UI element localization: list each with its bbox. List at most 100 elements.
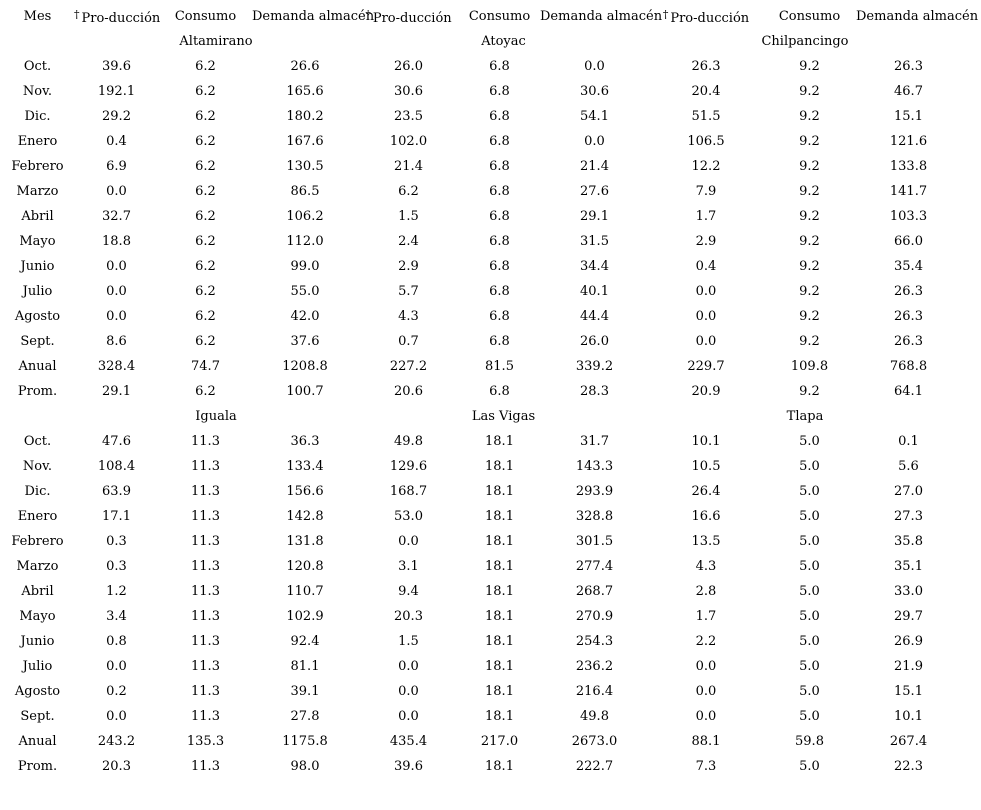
month-label: Nov. (22, 84, 53, 99)
value-cell: 35.1 (894, 559, 923, 574)
table-row: Marzo 0.3 11.3 120.8 3.1 18.1 277.4 4.3 5.0 35.1 (1, 554, 961, 579)
col-header-demanda-0: Demanda almacén (252, 9, 375, 24)
value-cell: 30.6 (394, 84, 423, 99)
value-cell: 6.8 (489, 284, 510, 299)
table-row: Anual 243.2 135.3 1175.8 435.4 217.0 2673.0 88.… (1, 729, 961, 754)
value-cell: 35.4 (894, 259, 923, 274)
month-label: Julio (22, 659, 53, 674)
value-cell: 768.8 (889, 359, 928, 374)
month-label: Sept. (20, 709, 55, 724)
value-cell: 9.4 (398, 584, 419, 599)
value-cell: 5.0 (799, 709, 820, 724)
value-cell: 6.2 (195, 159, 216, 174)
value-cell: 11.3 (191, 459, 220, 474)
value-cell: 74.7 (191, 359, 220, 374)
table-row: Abril 1.2 11.3 110.7 9.4 18.1 268.7 2.8 5.0 33.0 (1, 579, 961, 604)
value-cell: 6.2 (195, 209, 216, 224)
value-cell: 10.5 (691, 459, 721, 474)
value-cell: 0.0 (106, 309, 127, 324)
value-cell: 0.0 (398, 684, 419, 699)
production-table: Mes † Pro-ducción Consumo Demanda almacén † Pr… (1, 4, 978, 779)
value-cell: 5.0 (799, 759, 820, 774)
col-header-produccion-label: Pro-ducción (372, 10, 452, 26)
month-label: Junio (20, 634, 55, 649)
value-cell: 86.5 (290, 184, 320, 199)
value-cell: 229.7 (687, 359, 725, 374)
value-cell: 0.0 (106, 659, 127, 674)
value-cell: 49.8 (394, 434, 423, 449)
value-cell: 92.4 (290, 634, 320, 649)
value-cell: 135.3 (186, 734, 225, 749)
table-row: Mayo 18.8 6.2 112.0 2.4 6.8 31.5 2.9 9.2 66.0 (1, 229, 961, 254)
col-header-consumo-0: Consumo (174, 9, 237, 24)
value-cell: 21.4 (394, 159, 423, 174)
table-row: Enero 17.1 11.3 142.8 53.0 18.1 328.8 16.6 5.0 27… (1, 504, 961, 529)
value-cell: 11.3 (191, 634, 220, 649)
table-row: Nov. 108.4 11.3 133.4 129.6 18.1 143.3 10.5 5.0 5… (1, 454, 961, 479)
value-cell: 9.2 (799, 334, 820, 349)
value-cell: 66.0 (894, 234, 923, 249)
city-name: Las Vigas (471, 409, 536, 424)
value-cell: 6.2 (195, 284, 216, 299)
value-cell: 0.3 (106, 534, 127, 549)
value-cell: 5.0 (799, 459, 820, 474)
value-cell: 0.0 (695, 659, 717, 674)
value-cell: 16.6 (691, 509, 721, 524)
value-cell: 6.8 (489, 334, 510, 349)
table-row: Dic. 63.9 11.3 156.6 168.7 18.1 293.9 26.4 5.0 27… (1, 479, 961, 504)
table-row: Sept. 0.0 11.3 27.8 0.0 18.1 49.8 0.0 5.0 10.1 (1, 704, 961, 729)
value-cell: 0.0 (106, 709, 127, 724)
value-cell: 112.0 (286, 234, 324, 249)
value-cell: 2.2 (695, 634, 717, 649)
value-cell: 106.2 (286, 209, 324, 224)
value-cell: 6.8 (489, 134, 510, 149)
value-cell: 5.0 (799, 434, 820, 449)
value-cell: 108.4 (97, 459, 136, 474)
value-cell: 0.0 (106, 284, 127, 299)
value-cell: 39.6 (102, 59, 131, 74)
value-cell: 142.8 (286, 509, 324, 524)
value-cell: 9.2 (799, 134, 820, 149)
value-cell: 435.4 (389, 734, 428, 749)
table-row: Julio 0.0 6.2 55.0 5.7 6.8 40.1 0.0 9.2 26.3 (1, 279, 961, 304)
value-cell: 11.3 (191, 509, 220, 524)
value-cell: 27.6 (580, 184, 609, 199)
value-cell: 216.4 (575, 684, 614, 699)
value-cell: 102.0 (389, 134, 428, 149)
value-cell: 26.9 (894, 634, 923, 649)
value-cell: 1.2 (106, 584, 127, 599)
value-cell: 26.3 (894, 284, 923, 299)
value-cell: 47.6 (102, 434, 131, 449)
value-cell: 18.1 (485, 459, 514, 474)
value-cell: 7.9 (695, 184, 717, 199)
table-row: Prom. 20.3 11.3 98.0 39.6 18.1 222.7 7.3 5.0 22.3 (1, 754, 961, 779)
value-cell: 27.8 (290, 709, 320, 724)
col-header-produccion-label: Pro-ducción (81, 10, 161, 26)
value-cell: 156.6 (286, 484, 324, 499)
value-cell: 53.0 (394, 509, 423, 524)
table-row: Febrero 0.3 11.3 131.8 0.0 18.1 301.5 13.5 5.0 35… (1, 529, 961, 554)
value-cell: 6.8 (489, 309, 510, 324)
value-cell: 0.0 (695, 334, 717, 349)
value-cell: 6.8 (489, 184, 510, 199)
value-cell: 9.2 (799, 234, 820, 249)
value-cell: 40.1 (580, 284, 609, 299)
value-cell: 110.7 (286, 584, 324, 599)
value-cell: 9.2 (799, 209, 820, 224)
value-cell: 81.1 (290, 659, 320, 674)
value-cell: 165.6 (286, 84, 324, 99)
value-cell: 10.1 (691, 434, 721, 449)
value-cell: 131.8 (286, 534, 324, 549)
value-cell: 106.5 (687, 134, 725, 149)
value-cell: 33.0 (894, 584, 923, 599)
value-cell: 3.1 (398, 559, 419, 574)
value-cell: 1.7 (695, 209, 717, 224)
month-label: Anual (18, 359, 57, 374)
value-cell: 180.2 (286, 109, 324, 124)
value-cell: 143.3 (575, 459, 614, 474)
value-cell: 0.8 (106, 634, 127, 649)
table-row: Prom. 29.1 6.2 100.7 20.6 6.8 28.3 20.9 9.2 64.1 (1, 379, 961, 404)
value-cell: 6.2 (195, 134, 216, 149)
value-cell: 254.3 (575, 634, 614, 649)
value-cell: 17.1 (102, 509, 131, 524)
